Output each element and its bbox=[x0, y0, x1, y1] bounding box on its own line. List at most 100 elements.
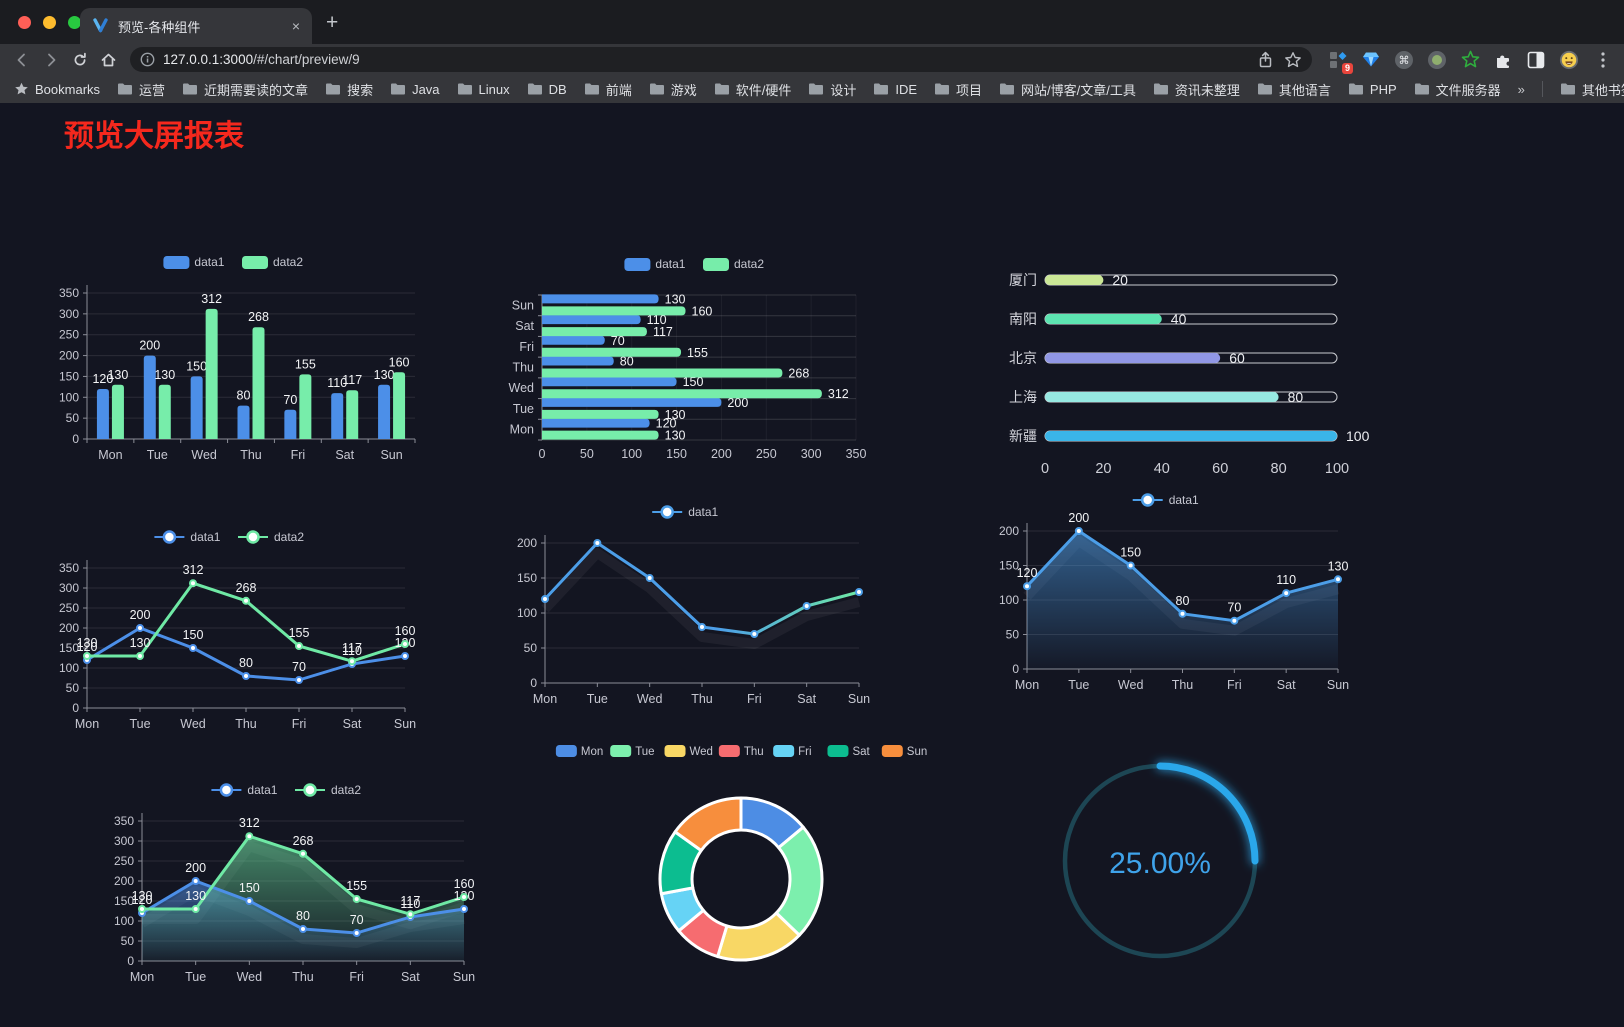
svg-text:117: 117 bbox=[653, 325, 673, 339]
percentage-gauge-chart[interactable]: 25.00% bbox=[1040, 741, 1280, 981]
bookmark-star-icon[interactable] bbox=[1284, 51, 1302, 69]
dashboard-page: 预览大屏报表 data1 data2 0 50 100 150 200 250 300 350 Mo… bbox=[0, 103, 1624, 1027]
bookmark-folder[interactable]: 项目 bbox=[934, 80, 982, 99]
extension-splitview-button[interactable] bbox=[1526, 50, 1546, 70]
single-area-chart[interactable]: data1 0 50 100 150 200 Mon Tue Wed Thu Fri Sat Sun 12… bbox=[985, 489, 1350, 699]
grouped-bar-chart[interactable]: data1 data2 0 50 100 150 200 250 300 350 Mon Tue Wed… bbox=[45, 251, 425, 469]
extension-puzzle-button[interactable] bbox=[1493, 50, 1513, 70]
share-icon[interactable] bbox=[1257, 51, 1274, 69]
svg-text:150: 150 bbox=[186, 359, 207, 373]
new-tab-button[interactable]: + bbox=[326, 11, 339, 34]
svg-text:厦门: 厦门 bbox=[1009, 272, 1037, 288]
svg-text:312: 312 bbox=[201, 292, 222, 306]
svg-text:⌘: ⌘ bbox=[1399, 55, 1410, 67]
svg-text:Sun: Sun bbox=[1327, 678, 1349, 692]
svg-text:100: 100 bbox=[999, 593, 1019, 607]
bookmark-folder[interactable]: 网站/博客/文章/工具 bbox=[999, 80, 1136, 99]
svg-text:200: 200 bbox=[139, 339, 160, 353]
bookmark-folder[interactable]: 游戏 bbox=[649, 80, 697, 99]
home-button[interactable] bbox=[95, 47, 122, 73]
extension-grid-button[interactable]: 9 bbox=[1328, 50, 1353, 74]
extension-command-button[interactable]: ⌘ bbox=[1394, 50, 1414, 70]
bookmark-folder[interactable]: IDE bbox=[873, 82, 917, 97]
window-minimize-button[interactable] bbox=[43, 16, 56, 29]
svg-text:150: 150 bbox=[999, 559, 1019, 573]
window-close-button[interactable] bbox=[18, 16, 31, 29]
bookmarks-overflow-button[interactable]: » bbox=[1517, 81, 1525, 97]
vue-logo-icon bbox=[92, 18, 109, 34]
bookmark-folder[interactable]: 其他语言 bbox=[1257, 80, 1331, 99]
bookmark-folder[interactable]: PHP bbox=[1348, 82, 1397, 97]
bookmark-folder[interactable]: Java bbox=[390, 82, 440, 97]
city-progress-chart[interactable]: 厦门 20 南阳 40 北京 60 上海 80 新疆 100 0 20 40 60 80 100 bbox=[985, 255, 1377, 487]
other-bookmarks-item[interactable]: 其他书签 bbox=[1560, 80, 1624, 99]
menu-button[interactable] bbox=[1589, 47, 1616, 73]
address-bar[interactable]: 127.0.0.1:3000/#/chart/preview/9 bbox=[130, 47, 1312, 72]
two-series-area-chart[interactable]: data1 data2 0 50 100 150 200 250 300 350 Mon Tue Wed… bbox=[100, 779, 476, 991]
site-info-icon[interactable] bbox=[140, 52, 155, 67]
svg-text:Fri: Fri bbox=[747, 692, 762, 706]
svg-text:110: 110 bbox=[1276, 573, 1296, 587]
back-button[interactable] bbox=[8, 47, 35, 73]
bookmark-folder[interactable]: 软件/硬件 bbox=[714, 80, 791, 99]
bookmark-folder[interactable]: 近期需要读的文章 bbox=[182, 80, 308, 99]
svg-text:Sun: Sun bbox=[907, 746, 927, 758]
bookmark-folder[interactable]: 前端 bbox=[584, 80, 632, 99]
extension-recorder-button[interactable] bbox=[1427, 50, 1447, 70]
folder-icon bbox=[1414, 83, 1429, 95]
svg-text:data1: data1 bbox=[247, 783, 277, 797]
svg-text:Mon: Mon bbox=[75, 717, 99, 731]
bookmark-folder[interactable]: 设计 bbox=[808, 80, 856, 99]
folder-icon bbox=[809, 83, 824, 95]
extension-star-button[interactable] bbox=[1460, 50, 1480, 70]
svg-text:Tue: Tue bbox=[185, 970, 206, 984]
svg-text:130: 130 bbox=[132, 889, 153, 903]
svg-text:新疆: 新疆 bbox=[1009, 428, 1037, 444]
svg-text:300: 300 bbox=[59, 307, 79, 321]
reload-button[interactable] bbox=[66, 47, 93, 73]
svg-text:80: 80 bbox=[620, 355, 634, 369]
svg-text:Sat: Sat bbox=[797, 692, 816, 706]
svg-text:150: 150 bbox=[59, 369, 79, 383]
svg-text:155: 155 bbox=[687, 346, 708, 360]
svg-text:160: 160 bbox=[395, 624, 416, 638]
bookmarks-manager-item[interactable]: Bookmarks bbox=[14, 82, 100, 97]
chart-canvas: data1 data2 0 50 100 150 200 250 300 350 Mon Tue Wed… bbox=[59, 255, 416, 462]
bookmark-folder[interactable]: DB bbox=[527, 82, 567, 97]
svg-text:Sun: Sun bbox=[380, 448, 402, 462]
tab-close-icon[interactable]: × bbox=[291, 18, 300, 34]
extension-gem-button[interactable] bbox=[1361, 50, 1381, 70]
svg-text:120: 120 bbox=[1017, 566, 1038, 580]
svg-text:Mon: Mon bbox=[130, 970, 154, 984]
two-series-line-chart[interactable]: data1 data2 0 50 100 150 200 250 300 350 Mon Tue Wed… bbox=[45, 526, 417, 738]
bookmarks-divider bbox=[1541, 81, 1543, 97]
svg-text:250: 250 bbox=[59, 601, 79, 615]
svg-text:130: 130 bbox=[107, 368, 128, 382]
bookmark-folder[interactable]: Linux bbox=[457, 82, 510, 97]
days-donut-chart[interactable]: Mon Tue Wed Thu Fri Sat Sun bbox=[552, 739, 930, 979]
svg-text:Sun: Sun bbox=[394, 717, 416, 731]
profile-avatar-button[interactable] bbox=[1559, 50, 1579, 70]
svg-text:100: 100 bbox=[621, 447, 642, 461]
bookmark-folder[interactable]: 文件服务器 bbox=[1414, 80, 1501, 99]
svg-text:60: 60 bbox=[1229, 350, 1245, 366]
svg-text:0: 0 bbox=[539, 447, 546, 461]
svg-text:Mon: Mon bbox=[98, 448, 122, 462]
svg-text:40: 40 bbox=[1154, 461, 1170, 477]
svg-text:Thu: Thu bbox=[744, 746, 764, 758]
svg-text:200: 200 bbox=[711, 447, 732, 461]
svg-text:80: 80 bbox=[239, 656, 253, 670]
svg-text:Sat: Sat bbox=[343, 717, 362, 731]
folder-icon bbox=[935, 83, 950, 95]
grouped-hbar-chart[interactable]: data1 data2 0 50 100 150 200 250 300 350 Mon 120 130… bbox=[502, 253, 890, 468]
bookmark-folder[interactable]: 资讯未整理 bbox=[1153, 80, 1240, 99]
svg-text:50: 50 bbox=[66, 411, 80, 425]
svg-text:150: 150 bbox=[666, 447, 687, 461]
browser-tab[interactable]: 预览-各种组件 × bbox=[80, 8, 312, 44]
window-zoom-button[interactable] bbox=[68, 16, 81, 29]
bookmark-folder[interactable]: 运营 bbox=[117, 80, 165, 99]
folder-icon bbox=[1560, 83, 1575, 95]
bookmark-folder[interactable]: 搜索 bbox=[325, 80, 373, 99]
gradient-line-chart[interactable]: data1 0 50 100 150 200 Mon Tue Wed Thu Fri Sat Sun bbox=[503, 501, 871, 713]
forward-button[interactable] bbox=[37, 47, 64, 73]
